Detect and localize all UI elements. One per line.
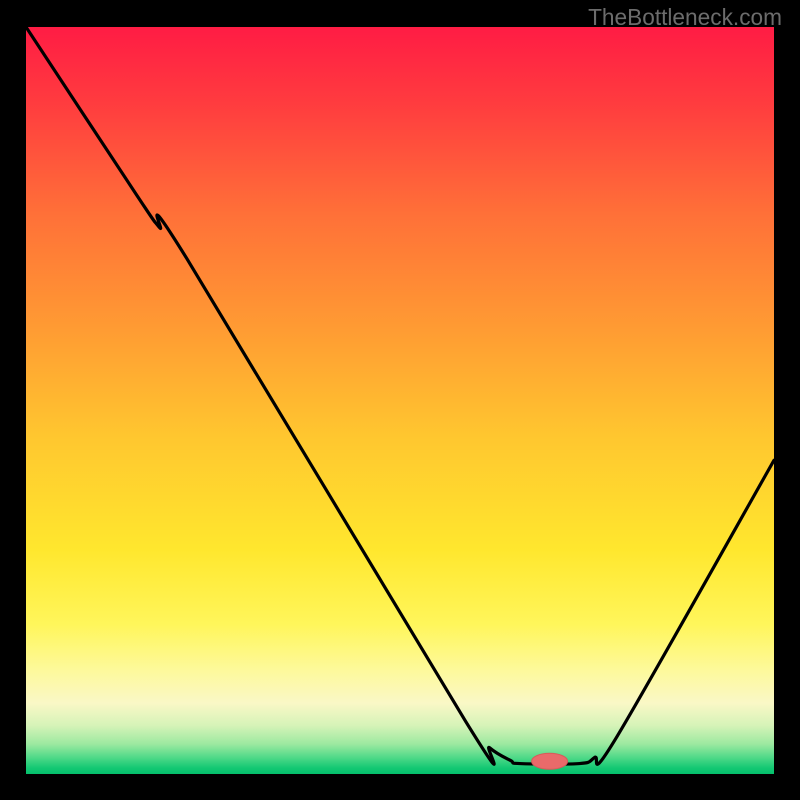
chart-frame xyxy=(26,27,774,774)
optimal-marker xyxy=(532,753,568,769)
chart-svg xyxy=(26,27,774,774)
watermark-text: TheBottleneck.com xyxy=(588,4,782,31)
chart-canvas xyxy=(26,27,774,774)
